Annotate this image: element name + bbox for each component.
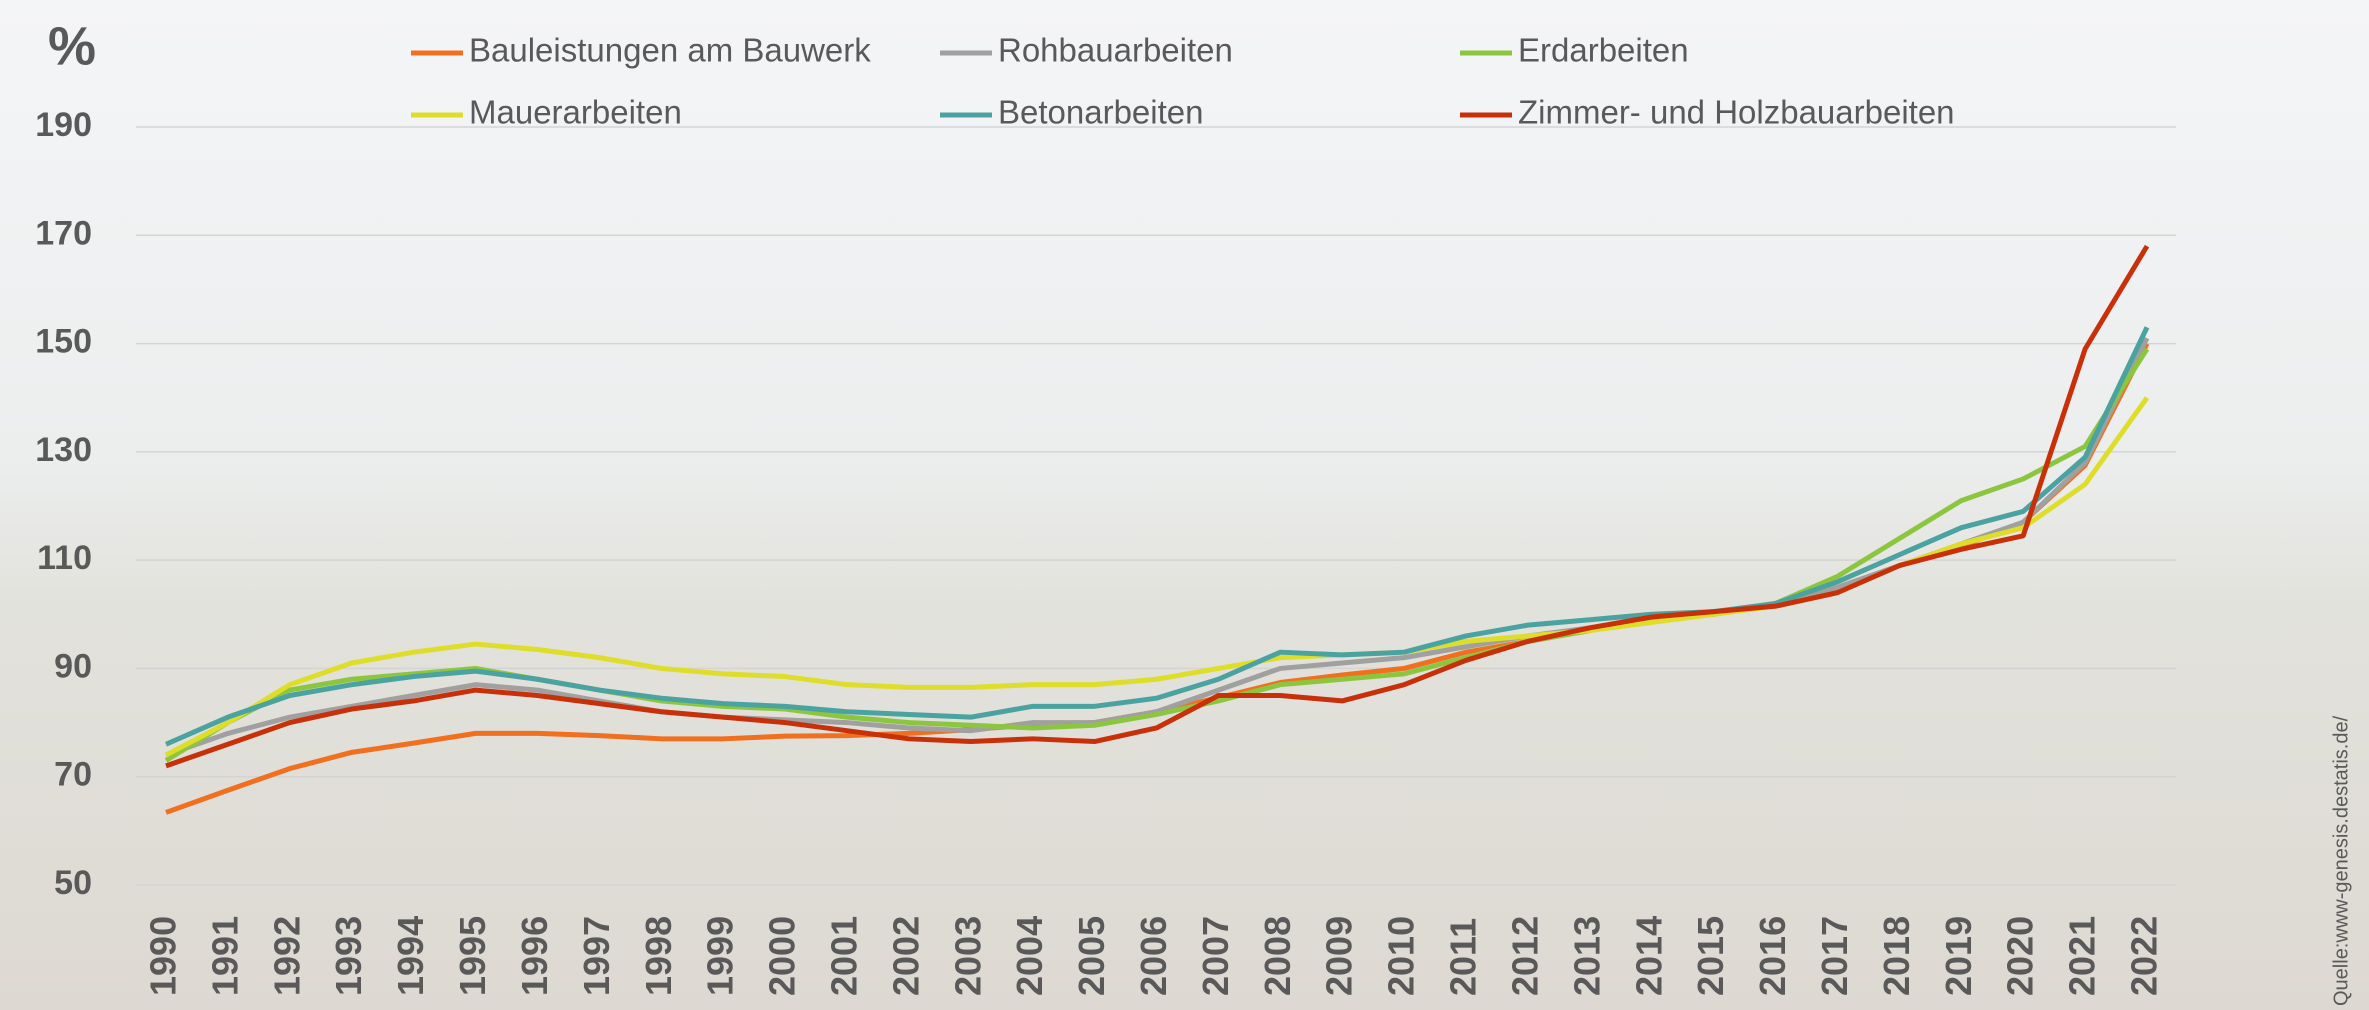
x-tick-label: 2010 [1381, 916, 1422, 996]
x-tick-label: 1990 [143, 916, 184, 996]
y-tick-label: 50 [54, 864, 92, 902]
x-tick-label: 1997 [576, 916, 617, 996]
x-tick-label: 2001 [823, 916, 864, 996]
x-tick-label: 2007 [1195, 916, 1236, 996]
y-tick-label: 90 [54, 647, 92, 685]
x-tick-label: 2002 [885, 916, 926, 996]
x-tick-label: 2005 [1071, 916, 1112, 996]
y-tick-label: 150 [35, 323, 92, 361]
legend-label: Bauleistungen am Bauwerk [469, 32, 871, 69]
y-unit: % [48, 16, 96, 76]
x-tick-label: 2018 [1876, 916, 1917, 996]
x-tick-label: 2015 [1690, 916, 1731, 996]
x-tick-label: 2000 [762, 916, 803, 996]
y-tick-label: 110 [37, 539, 92, 577]
x-tick-label: 2022 [2124, 916, 2165, 996]
y-tick-label: 70 [54, 756, 92, 794]
x-tick-label: 2021 [2062, 916, 2103, 996]
legend-label: Zimmer- und Holzbauarbeiten [1518, 94, 1955, 131]
x-tick-label: 2004 [1009, 916, 1050, 996]
legend-label: Erdarbeiten [1518, 32, 1689, 69]
x-tick-label: 2017 [1814, 916, 1855, 996]
legend-label: Betonarbeiten [998, 94, 1204, 131]
legend-label: Rohbauarbeiten [998, 32, 1233, 69]
x-tick-label: 2020 [2000, 916, 2041, 996]
x-tick-label: 2014 [1628, 916, 1669, 996]
x-tick-label: 1993 [328, 916, 369, 996]
x-tick-label: 1995 [452, 916, 493, 996]
x-tick-label: 2003 [947, 916, 988, 996]
x-tick-label: 2016 [1752, 916, 1793, 996]
y-tick-label: 170 [35, 214, 92, 252]
series-line [164, 326, 2150, 747]
x-tick-label: 1996 [514, 916, 555, 996]
x-tick-label: 1991 [204, 916, 245, 996]
x-tick-label: 2008 [1257, 916, 1298, 996]
series-line [165, 337, 2150, 758]
x-tick-label: 2012 [1504, 916, 1545, 996]
legend-label: Mauerarbeiten [469, 94, 682, 131]
x-tick-label: 1998 [638, 916, 679, 996]
x-tick-label: 2019 [1938, 916, 1979, 996]
x-tick-label: 1994 [390, 916, 431, 996]
source: Quelle:www-genesis.destatis.de/ [2330, 715, 2352, 1006]
x-tick-label: 1992 [266, 916, 307, 996]
x-tick-label: 2011 [1443, 918, 1484, 996]
x-tick-label: 2006 [1133, 916, 1174, 996]
x-tick-label: 2013 [1566, 916, 1607, 996]
x-tick-label: 2009 [1319, 916, 1360, 996]
y-tick-label: 190 [35, 106, 92, 144]
y-tick-label: 130 [35, 431, 92, 469]
x-tick-label: 1999 [700, 916, 741, 996]
series-line [165, 244, 2150, 769]
